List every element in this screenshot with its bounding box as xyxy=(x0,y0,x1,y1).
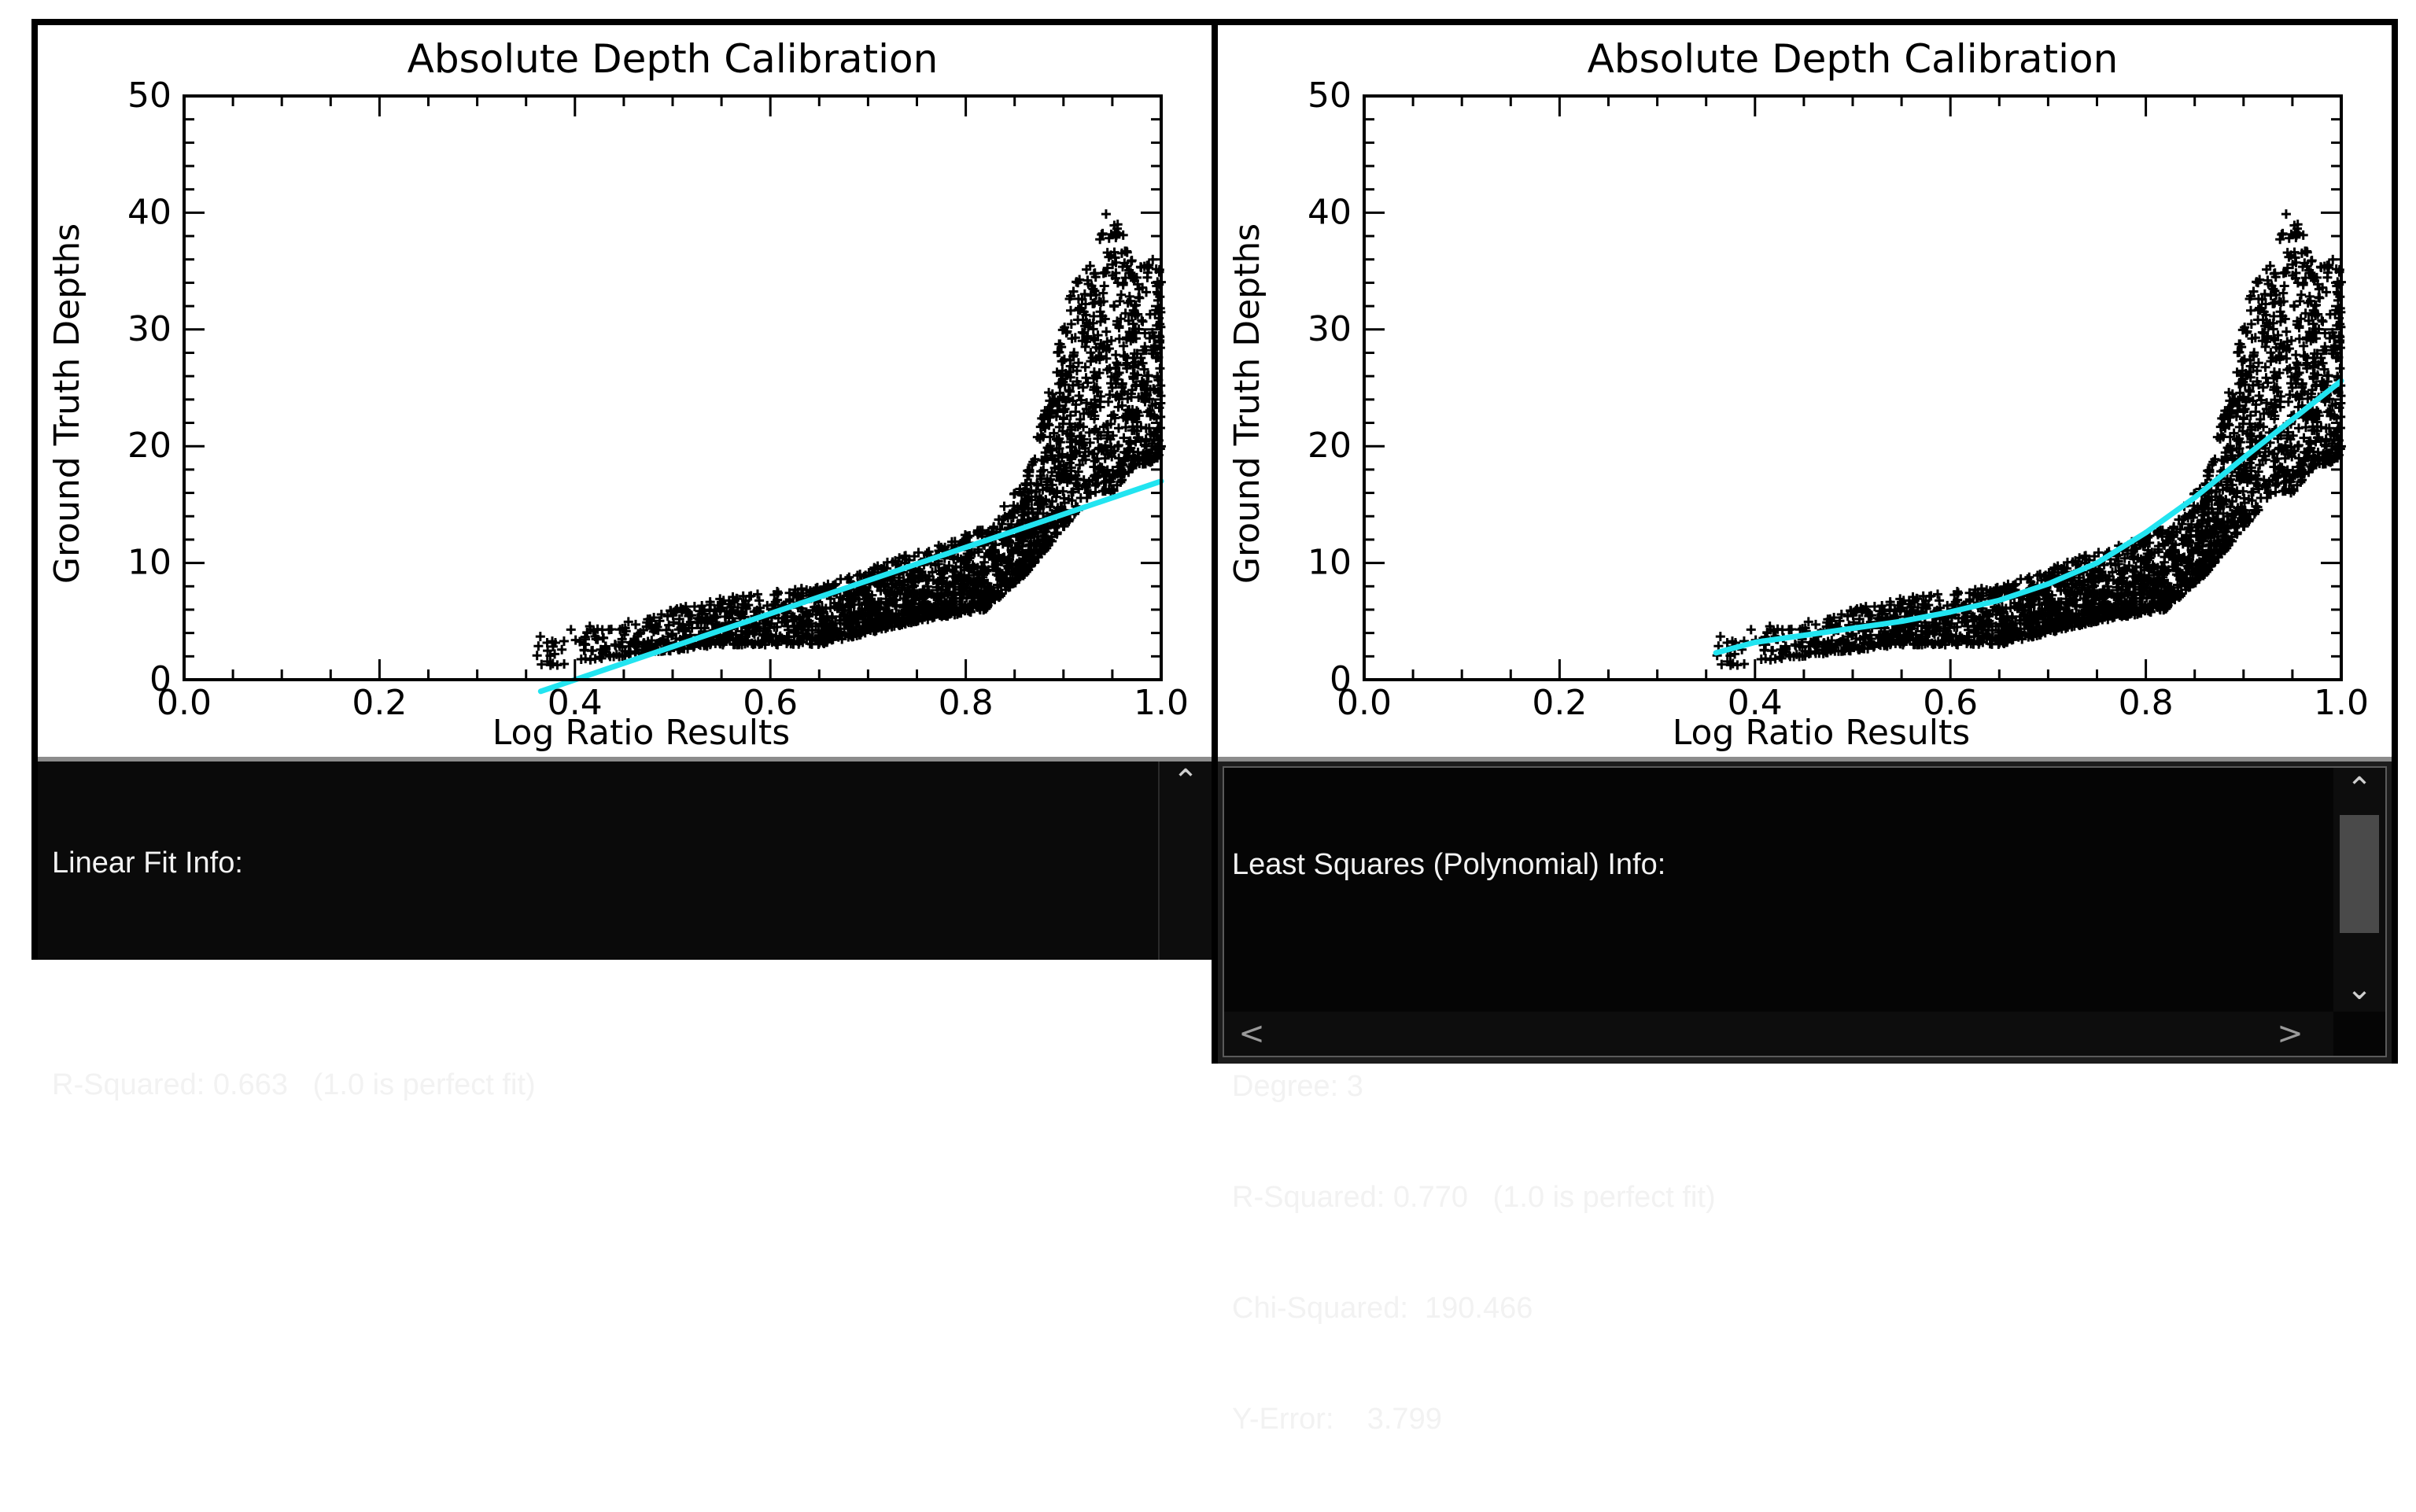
data-point xyxy=(2256,493,2266,503)
data-point xyxy=(1125,292,1134,301)
info-line-title: Linear Fit Info: xyxy=(52,845,536,882)
data-point xyxy=(1082,373,1091,382)
data-point xyxy=(533,641,543,651)
data-point xyxy=(1086,348,1095,357)
plot-frame xyxy=(184,96,1161,680)
linear-fit-info-box: Linear Fit Info: R-Squared: 0.663 (1.0 i… xyxy=(38,757,1212,960)
x-tick-label: 0.2 xyxy=(352,683,407,723)
data-point xyxy=(1716,632,1725,641)
data-point xyxy=(566,625,576,634)
data-point xyxy=(557,645,566,655)
data-point xyxy=(1104,397,1113,407)
scroll-up-button[interactable]: ⌃ xyxy=(1160,762,1212,801)
data-point xyxy=(2266,348,2275,357)
data-point xyxy=(2280,282,2289,291)
y-tick-label: 30 xyxy=(127,309,172,349)
data-point xyxy=(1933,589,1942,599)
data-point xyxy=(1111,350,1120,360)
y-tick-label: 40 xyxy=(127,192,172,232)
y-tick-label: 20 xyxy=(127,426,172,466)
chart-title: Absolute Depth Calibration xyxy=(408,36,939,82)
data-point xyxy=(1100,282,1109,291)
info-line-blank xyxy=(52,956,536,993)
linear-fit-info-text: Linear Fit Info: R-Squared: 0.663 (1.0 i… xyxy=(52,771,536,1178)
data-point xyxy=(2295,322,2304,331)
y-tick-label: 50 xyxy=(127,76,172,116)
data-point xyxy=(1142,273,1152,282)
vertical-scrollbar[interactable]: ⌃ xyxy=(1158,762,1212,960)
data-point xyxy=(1109,302,1119,312)
data-point xyxy=(1116,290,1126,300)
tick-marks xyxy=(184,96,1161,680)
data-point xyxy=(559,636,569,646)
data-point xyxy=(533,651,542,660)
info-line-r-squared: R-Squared: 0.663 (1.0 is perfect fit) xyxy=(52,1067,536,1104)
data-point xyxy=(2296,290,2306,300)
y-tick-label: 10 xyxy=(127,543,172,583)
data-point xyxy=(2289,302,2299,312)
fit-line xyxy=(540,481,1161,691)
x-axis-label: Log Ratio Results xyxy=(492,713,790,753)
chart-title: Absolute Depth Calibration xyxy=(1588,36,2119,82)
x-tick-label: 0.8 xyxy=(939,683,994,723)
data-point xyxy=(1076,493,1086,503)
data-point xyxy=(536,632,545,641)
scatter-points xyxy=(1713,209,2346,669)
data-point xyxy=(2281,209,2291,219)
x-tick-label: 1.0 xyxy=(1134,683,1189,723)
data-point xyxy=(1101,327,1111,337)
data-point xyxy=(1115,322,1124,331)
data-point xyxy=(753,589,762,599)
data-point xyxy=(999,502,1009,511)
y-tick-label: 0 xyxy=(149,659,172,699)
y-axis-label: Ground Truth Depths xyxy=(47,223,87,584)
data-point xyxy=(2281,327,2291,337)
data-point xyxy=(1058,487,1068,496)
data-point xyxy=(2284,397,2293,407)
chevron-up-icon: ⌃ xyxy=(1172,763,1199,799)
data-point xyxy=(2238,487,2248,496)
scatter-points xyxy=(533,209,1166,669)
data-point xyxy=(1101,209,1111,219)
data-point xyxy=(2305,292,2315,301)
